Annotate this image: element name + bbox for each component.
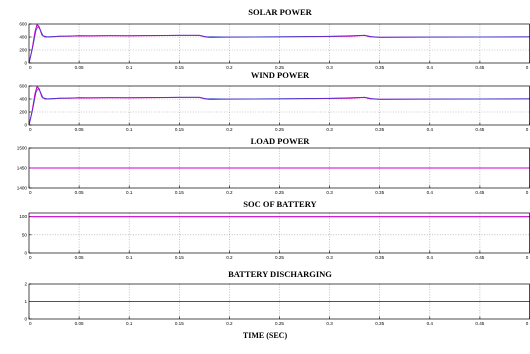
x-tick-label: 0.25 [275, 321, 284, 326]
x-tick-label: 0 [29, 321, 32, 326]
y-tick-label: 200 [19, 110, 27, 115]
x-tick-label: 0.3 [326, 65, 333, 70]
chart-panel-2: WIND POWER 0 0.05 0.1 0.15 0.2 0.25 0.3 0.35 0.4 0… [19, 70, 530, 132]
x-tick-label: 0.05 [75, 127, 84, 132]
y-tick-label: 600 [19, 84, 27, 89]
x-tick-label: 0.05 [75, 321, 84, 326]
y-tick-label: 0 [24, 123, 27, 128]
y-tick-label: 50 [22, 232, 28, 237]
y-tick-label: 0 [24, 251, 27, 256]
x-tick-label: 0 [29, 127, 32, 132]
x-tick-label: 0 [29, 65, 32, 70]
x-tick-label: 0.35 [375, 127, 384, 132]
x-tick-label: 0.2 [226, 65, 233, 70]
x-tick-label: 0.3 [326, 190, 333, 195]
chart-panel-1: SOLAR POWER 0 0.05 0.1 0.15 0.2 0.25 0.3 0.35 0.4… [19, 7, 530, 70]
x-tick-label: 0.3 [326, 321, 333, 326]
y-tick-label: 200 [19, 48, 27, 53]
x-tick-label: 0 [29, 190, 32, 195]
x-tick-label: 0 [526, 190, 529, 195]
x-tick-label: 0.35 [375, 65, 384, 70]
x-tick-label: 0.35 [375, 255, 384, 260]
y-tick-label: 2 [24, 282, 27, 287]
x-tick-label: 0.25 [275, 127, 284, 132]
y-tick-label: 0 [24, 317, 27, 322]
x-tick-label: 0.05 [75, 190, 84, 195]
y-tick-label: 1 [24, 299, 27, 304]
series-line-2 [28, 26, 530, 64]
x-tick-label: 0.15 [175, 255, 184, 260]
series-line-1 [28, 86, 530, 126]
x-tick-label: 0.15 [175, 127, 184, 132]
x-tick-label: 0.4 [427, 65, 434, 70]
x-tick-label: 0.2 [226, 321, 233, 326]
series-line-1 [28, 24, 530, 64]
x-tick-label: 0.25 [275, 255, 284, 260]
x-tick-label: 0.15 [175, 190, 184, 195]
x-tick-label: 0.15 [175, 321, 184, 326]
x-tick-label: 0 [526, 65, 529, 70]
x-tick-label: 0.05 [75, 65, 84, 70]
x-tick-label: 0.25 [275, 190, 284, 195]
x-tick-label: 0.35 [375, 321, 384, 326]
x-tick-label: 0.4 [427, 190, 434, 195]
chart-title: LOAD POWER [251, 136, 311, 146]
x-tick-label: 0.25 [275, 65, 284, 70]
x-tick-label: 0.1 [126, 321, 133, 326]
x-tick-label: 0.2 [226, 127, 233, 132]
x-tick-label: 0 [526, 255, 529, 260]
x-tick-label: 0.3 [326, 127, 333, 132]
series-line-2 [28, 88, 530, 126]
y-tick-label: 0 [24, 61, 27, 66]
x-tick-label: 0.1 [126, 255, 133, 260]
x-tick-label: 0.2 [226, 255, 233, 260]
chart-title: SOC OF BATTERY [243, 199, 316, 209]
x-tick-label: 0.35 [375, 190, 384, 195]
y-tick-label: 1400 [17, 186, 28, 191]
chart-panel-3: LOAD POWER 0 0.05 0.1 0.15 0.2 0.25 0.3 0.35 0.4 0… [17, 136, 530, 195]
x-tick-label: 0 [29, 255, 32, 260]
chart-panel-4: SOC OF BATTERY 0 0.05 0.1 0.15 0.2 0.25 0.3 0.35… [19, 199, 530, 260]
x-axis-label: TIME (SEC) [243, 331, 288, 340]
y-tick-label: 100 [19, 214, 27, 219]
chart-title: BATTERY DISCHARGING [228, 269, 332, 279]
y-tick-label: 400 [19, 35, 27, 40]
x-tick-label: 0.1 [126, 127, 133, 132]
x-tick-label: 0.4 [427, 255, 434, 260]
x-tick-label: 0.3 [326, 255, 333, 260]
y-tick-label: 400 [19, 97, 27, 102]
x-tick-label: 0.2 [226, 190, 233, 195]
chart-title: SOLAR POWER [248, 7, 312, 17]
chart-title: WIND POWER [251, 70, 310, 80]
chart-panel-5: BATTERY DISCHARGING 0 0.05 0.1 0.15 0.2 0.25 0.… [24, 269, 530, 326]
x-tick-label: 0.4 [427, 321, 434, 326]
x-tick-label: 0.45 [475, 255, 484, 260]
y-tick-label: 600 [19, 22, 27, 27]
x-tick-label: 0.1 [126, 190, 133, 195]
x-tick-label: 0.45 [475, 190, 484, 195]
x-tick-label: 0.45 [475, 127, 484, 132]
x-tick-label: 0.05 [75, 255, 84, 260]
x-tick-label: 0.45 [475, 65, 484, 70]
x-tick-label: 0.4 [427, 127, 434, 132]
x-tick-label: 0 [526, 321, 529, 326]
x-tick-label: 0 [526, 127, 529, 132]
x-tick-label: 0.1 [126, 65, 133, 70]
y-tick-label: 1500 [17, 146, 28, 151]
x-tick-label: 0.15 [175, 65, 184, 70]
x-tick-label: 0.45 [475, 321, 484, 326]
y-tick-label: 1450 [17, 166, 28, 171]
